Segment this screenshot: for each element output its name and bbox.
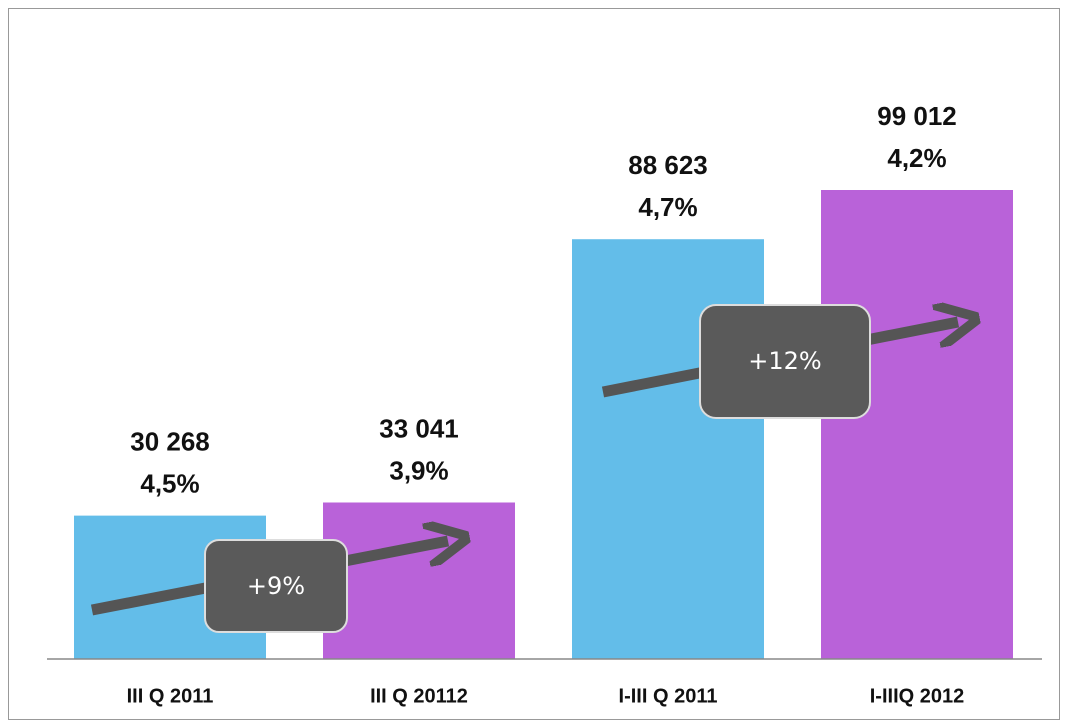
growth-1: +9% xyxy=(90,539,448,633)
annotation-box xyxy=(699,304,871,419)
x-tick-label: I-III Q 2011 xyxy=(619,685,718,707)
share-label: 4,2% xyxy=(887,143,946,173)
annotation: +9% xyxy=(247,572,305,600)
bar xyxy=(323,502,515,659)
value-label: 33 041 xyxy=(379,413,459,443)
value-label: 88 623 xyxy=(628,150,708,180)
x-tick-label: I-IIIQ 2012 xyxy=(870,685,965,707)
bar xyxy=(821,190,1013,659)
annotation-box xyxy=(204,539,348,633)
x-tick-label: III Q 2011 xyxy=(127,685,214,707)
value-label: 99 012 xyxy=(877,101,957,131)
value-label: 30 268 xyxy=(130,427,210,457)
x-tick-label: III Q 20112 xyxy=(370,685,468,707)
bar xyxy=(572,239,764,659)
growth-2: +12% xyxy=(601,304,958,419)
share-label: 4,7% xyxy=(638,192,697,222)
share-label: 4,5% xyxy=(140,469,199,499)
annotation: +12% xyxy=(748,347,821,375)
share-label: 3,9% xyxy=(389,455,448,485)
frame xyxy=(8,8,1060,720)
bars xyxy=(74,190,1013,659)
